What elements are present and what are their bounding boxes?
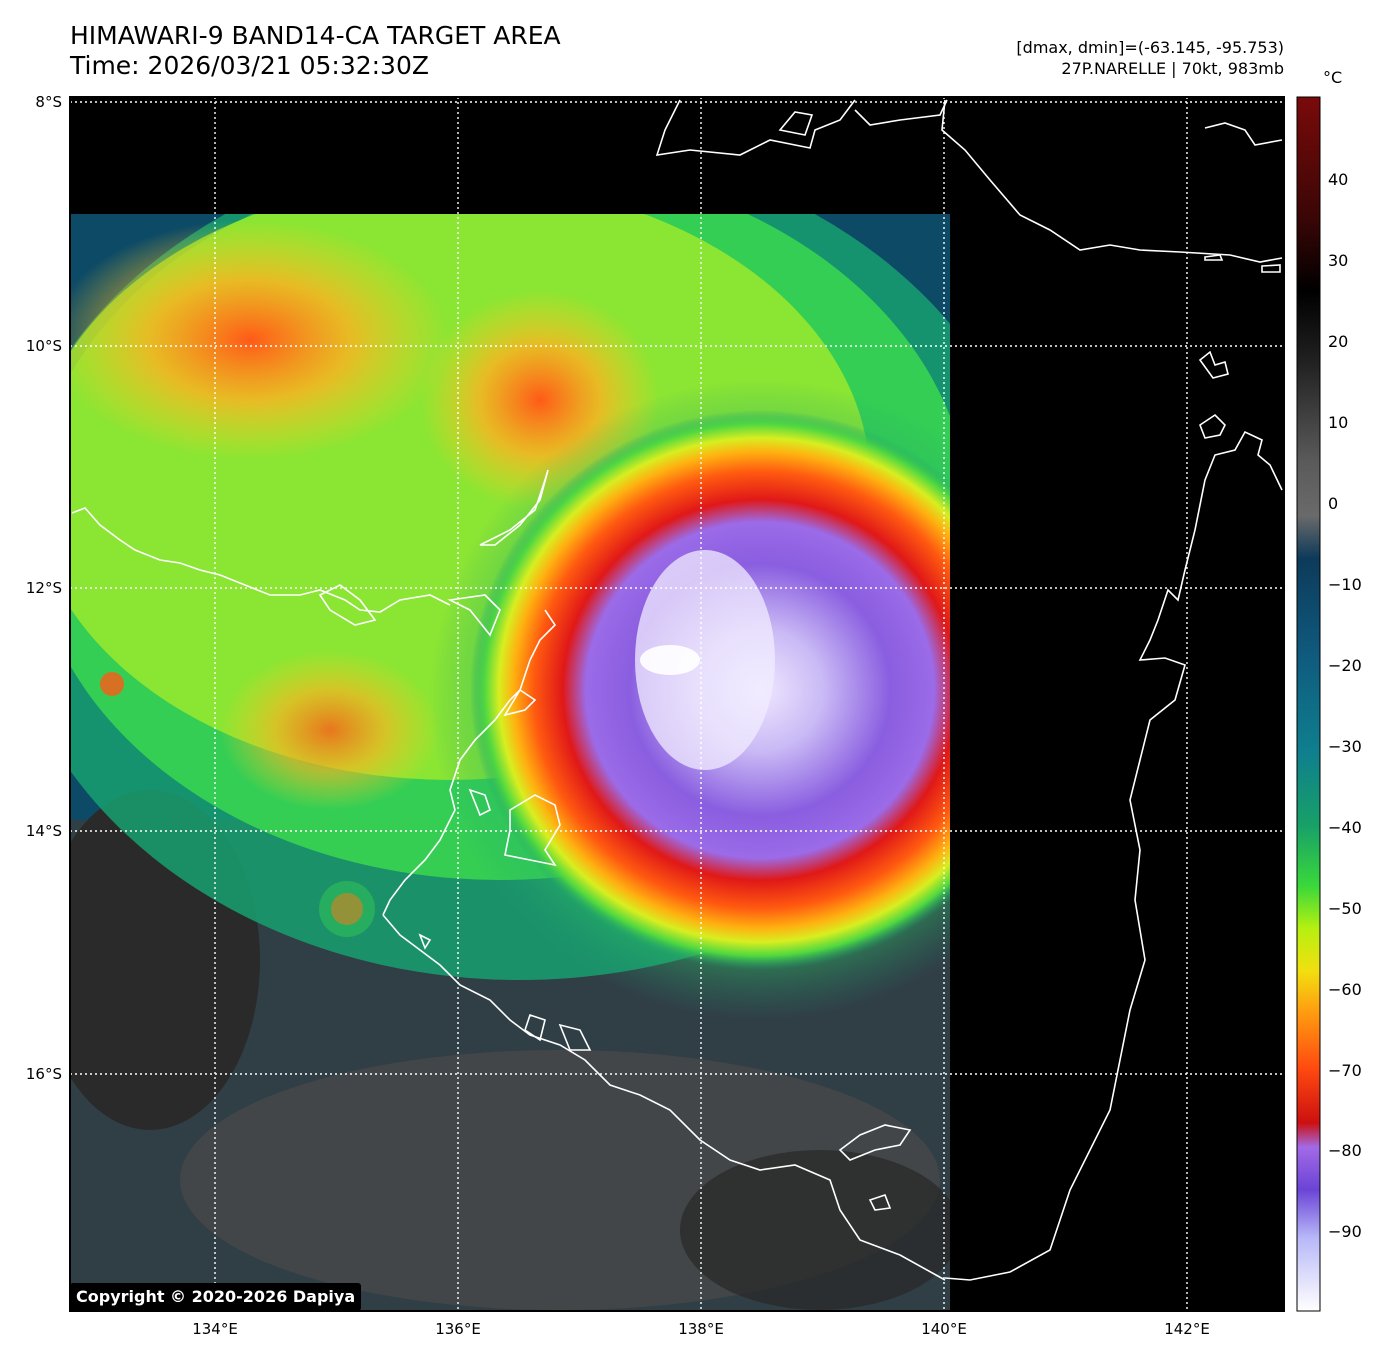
lat-label: 16°S xyxy=(25,1065,62,1083)
lat-label: 8°S xyxy=(35,93,62,111)
colorbar-tick: −40 xyxy=(1328,818,1362,837)
colorbar-tick: 20 xyxy=(1328,332,1349,351)
lat-label: 14°S xyxy=(25,822,62,840)
map-frame xyxy=(69,96,1285,1312)
chart-time: Time: 2026/03/21 05:32:30Z xyxy=(70,51,429,80)
coastlines xyxy=(71,99,1283,1281)
gridlines xyxy=(70,97,1284,1311)
colorbar-tick: −80 xyxy=(1328,1141,1362,1160)
cell-feature xyxy=(331,893,363,925)
colorbar-tick: 10 xyxy=(1328,413,1349,432)
storm-info: 27P.NARELLE | 70kt, 983mb xyxy=(1061,59,1284,78)
colorbar-tick: −90 xyxy=(1328,1222,1362,1241)
colorbar-tick: 40 xyxy=(1328,170,1349,189)
colorbar-tick: −10 xyxy=(1328,575,1362,594)
colorbar-tick: 30 xyxy=(1328,251,1349,270)
colorbar-tick: −20 xyxy=(1328,656,1362,675)
lon-label: 136°E xyxy=(435,1320,481,1338)
colorbar-tick: −70 xyxy=(1328,1061,1362,1080)
lon-label: 138°E xyxy=(678,1320,724,1338)
lon-label: 134°E xyxy=(192,1320,238,1338)
colorbar-tick: −30 xyxy=(1328,737,1362,756)
lon-label: 142°E xyxy=(1164,1320,1210,1338)
colorbar-tick: 0 xyxy=(1328,494,1339,513)
lat-label: 12°S xyxy=(25,579,62,597)
lat-label: 10°S xyxy=(25,337,62,355)
lon-label: 140°E xyxy=(921,1320,967,1338)
dmax-dmin-readout: [dmax, dmin]=(-63.145, -95.753) xyxy=(1016,38,1284,57)
copyright-badge: Copyright © 2020-2026 Dapiya xyxy=(70,1283,362,1311)
colorbar-unit: °C xyxy=(1323,68,1343,87)
chart-title: HIMAWARI-9 BAND14-CA TARGET AREA xyxy=(70,21,561,50)
cell-feature xyxy=(100,672,124,696)
cell-feature xyxy=(319,881,375,937)
colorbar-tick: −60 xyxy=(1328,980,1362,999)
colorbar-tick: −50 xyxy=(1328,899,1362,918)
colorbar xyxy=(1296,96,1321,1312)
satellite-imagery xyxy=(70,214,950,1311)
